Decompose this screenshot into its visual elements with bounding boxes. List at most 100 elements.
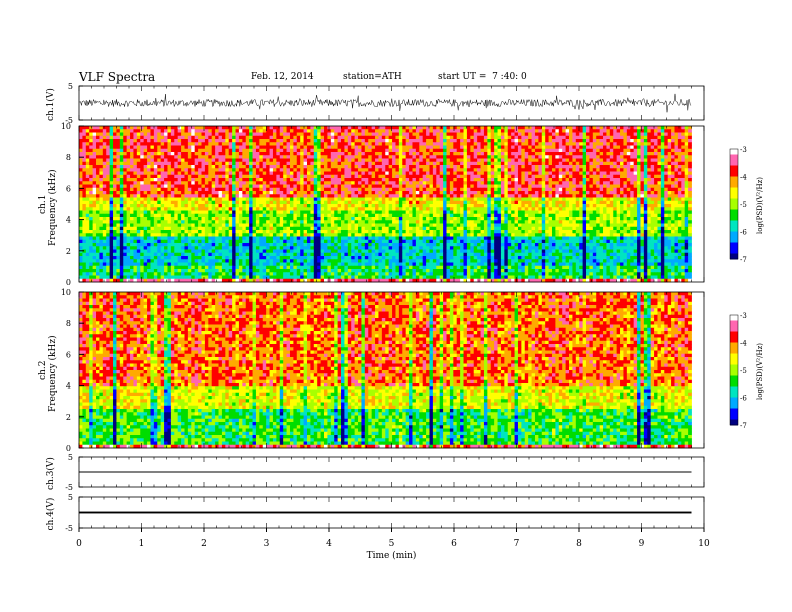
- spectrogram-cell: [300, 194, 304, 198]
- spectrogram-cell: [221, 191, 226, 195]
- spectrogram-cell: [473, 155, 478, 159]
- spectrogram-cell: [473, 171, 478, 176]
- spectrogram-cell: [364, 139, 369, 143]
- spectrogram-cell: [466, 168, 471, 172]
- spectrogram-cell: [603, 181, 607, 185]
- spectrogram-cell: [667, 168, 672, 172]
- spectrogram-cell: [460, 181, 464, 185]
- spectrogram-cell: [96, 148, 100, 153]
- spectrogram-cell: [592, 158, 597, 163]
- spectrogram-cell: [589, 132, 594, 137]
- spectrogram-cell: [378, 207, 383, 211]
- spectrogram-cell: [140, 132, 145, 137]
- spectrogram-cell: [674, 200, 679, 205]
- spectrogram-cell: [116, 135, 121, 140]
- spectrogram-cell: [650, 148, 655, 153]
- spectrogram-cell: [626, 181, 631, 185]
- spectrogram-cell: [650, 145, 655, 150]
- spectrogram-cell: [558, 129, 563, 133]
- spectrogram-cell: [507, 145, 512, 150]
- spectrogram-cell: [361, 178, 366, 182]
- spectrogram-cell: [310, 168, 315, 172]
- spectrogram-cell: [92, 210, 97, 215]
- spectrogram-cell: [337, 168, 342, 172]
- spectrogram-cell: [446, 139, 451, 143]
- spectrogram-cell: [218, 178, 223, 182]
- spectrogram-cell: [534, 158, 539, 163]
- spectrogram-cell: [187, 184, 192, 189]
- spectrogram-cell: [255, 204, 260, 208]
- spectrogram-cell: [286, 148, 291, 153]
- spectrogram-cell: [633, 126, 638, 130]
- spectrogram-cell: [378, 161, 383, 166]
- spectrogram-cell: [191, 171, 196, 176]
- spectrogram-cell: [92, 181, 97, 185]
- spectrogram-cell: [534, 207, 539, 211]
- spectrogram-cell: [201, 158, 206, 163]
- spectrogram-cell: [494, 126, 498, 130]
- spectrogram-cell: [443, 158, 447, 163]
- spectrogram-cell: [572, 132, 577, 137]
- spectrogram-cell: [344, 197, 349, 202]
- spectrogram-cell: [368, 200, 373, 205]
- spectrogram-cell: [82, 145, 87, 150]
- spectrogram-cell: [133, 139, 138, 143]
- spectrogram-cell: [551, 171, 556, 176]
- spectrogram-cell: [480, 184, 485, 189]
- spectrogram-cell: [671, 181, 675, 185]
- spectrogram-cell: [633, 129, 638, 133]
- spectrogram-cell: [143, 161, 148, 166]
- spectrogram-cell: [671, 200, 675, 205]
- spectrogram-cell: [289, 135, 294, 140]
- spectrogram-cell: [266, 210, 270, 215]
- spectrogram-cell: [463, 204, 468, 208]
- spectrogram-cell: [647, 204, 652, 208]
- spectrogram-cell: [579, 210, 584, 215]
- spectrogram-cell: [191, 184, 196, 189]
- spectrogram-cell: [599, 145, 604, 150]
- spectrogram-cell: [232, 184, 236, 189]
- spectrogram-cell: [409, 204, 413, 208]
- spectrogram-cell: [504, 161, 509, 166]
- spectrogram-cell: [606, 158, 611, 163]
- spectrogram-cell: [388, 168, 393, 172]
- spectrogram-cell: [123, 158, 128, 163]
- spectrogram-cell: [330, 152, 335, 156]
- spectrogram-cell: [443, 155, 447, 159]
- spectrogram-cell: [603, 135, 607, 140]
- spectrogram-cell: [351, 129, 356, 133]
- spectrogram-cell: [269, 197, 274, 202]
- spectrogram-cell: [327, 152, 332, 156]
- spectrogram-cell: [453, 129, 458, 133]
- spectrogram-cell: [551, 181, 556, 185]
- spectrogram-cell: [286, 161, 291, 166]
- spectrogram-cell: [545, 187, 549, 192]
- spectrogram-cell: [586, 207, 590, 211]
- spectrogram-cell: [534, 168, 539, 172]
- spectrogram-cell: [477, 191, 481, 195]
- spectrogram-cell: [381, 168, 386, 172]
- spectrogram-cell: [599, 184, 604, 189]
- spectrogram-cell: [130, 145, 134, 150]
- spectrogram-cell: [218, 139, 223, 143]
- spectrogram-cell: [198, 184, 202, 189]
- spectrogram-cell: [582, 200, 587, 205]
- spectrogram-cell: [664, 191, 669, 195]
- spectrogram-cell: [324, 161, 328, 166]
- spectrogram-cell: [255, 207, 260, 211]
- spectrogram-cell: [504, 200, 509, 205]
- spectrogram-cell: [436, 171, 441, 176]
- spectrogram-cell: [317, 148, 321, 153]
- spectrogram-cell: [327, 174, 332, 179]
- spectrogram-cell: [99, 210, 104, 215]
- spectrogram-cell: [259, 187, 264, 192]
- spectrogram-cell: [551, 155, 556, 159]
- spectrogram-cell: [609, 187, 614, 192]
- spectrogram-cell: [647, 135, 652, 140]
- spectrogram-cell: [249, 126, 253, 130]
- spectrogram-cell: [208, 178, 213, 182]
- spectrogram-cell: [170, 197, 175, 202]
- spectrogram-cell: [446, 184, 451, 189]
- spectrogram-cell: [572, 139, 577, 143]
- spectrogram-cell: [164, 158, 168, 163]
